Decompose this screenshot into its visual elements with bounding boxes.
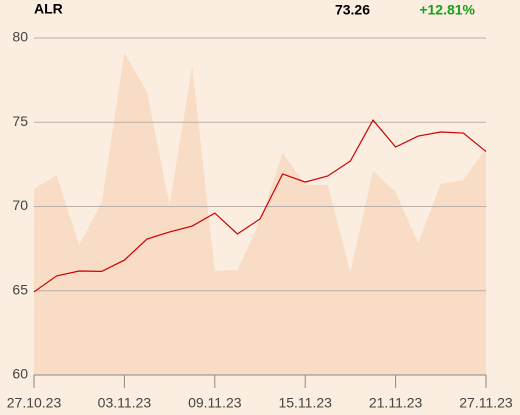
area [34, 52, 486, 376]
price-line [33, 119, 487, 293]
x-tick-label: 27.11.23 [459, 395, 513, 411]
x-tick-label: 21.11.23 [369, 395, 423, 411]
y-tick-label: 75 [12, 113, 28, 129]
x-tick-label: 03.11.23 [98, 395, 152, 411]
change: +12.81% [419, 2, 475, 18]
x-tick-label: 15.11.23 [278, 395, 332, 411]
symbol: ALR [34, 1, 63, 17]
y-tick-label: 70 [12, 197, 28, 213]
x-tick-label: 27.10.23 [7, 395, 62, 411]
price: 73.26 [335, 2, 370, 18]
y-tick-label: 65 [12, 281, 28, 297]
x-tick-label: 09.11.23 [188, 395, 242, 411]
y-tick-label: 80 [12, 29, 28, 45]
y-tick-label: 60 [12, 366, 28, 382]
